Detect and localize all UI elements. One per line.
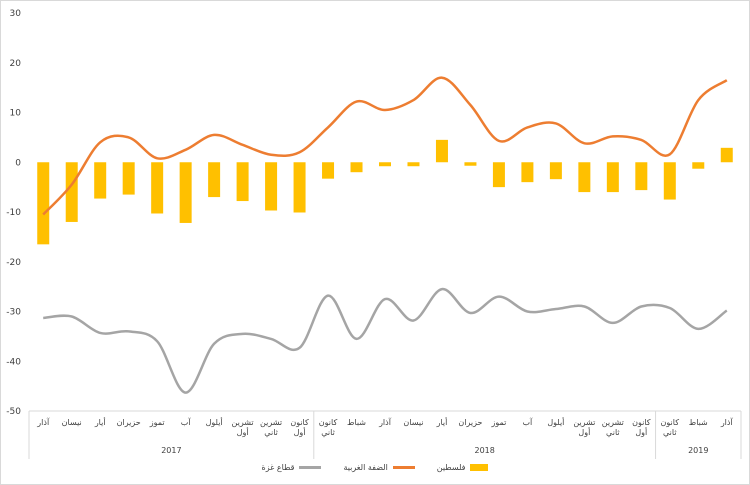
x-tick-label: أيلول: [547, 417, 564, 427]
y-tick-label: 30: [10, 9, 22, 19]
y-tick-label: -20: [6, 258, 21, 268]
year-label: 2018: [475, 446, 495, 455]
legend-swatch-gaza: [299, 466, 322, 469]
x-tick-label: أيار: [436, 417, 448, 427]
x-tick-label: آب: [181, 417, 192, 427]
x-tick-label: تشرين أول: [573, 418, 595, 437]
legend-item-west-bank: الضفة الغربية: [343, 463, 415, 472]
x-tick-label: آب: [523, 417, 534, 427]
bar-palestine: [606, 162, 619, 193]
bar-palestine: [720, 147, 733, 163]
x-tick-label: تموز: [490, 418, 506, 427]
year-label: 2019: [688, 446, 708, 455]
legend-swatch-palestine: [470, 464, 489, 471]
bar-palestine: [236, 162, 249, 202]
x-tick-label: أيار: [94, 417, 106, 427]
bar-palestine: [549, 162, 562, 180]
x-tick-label: أيلول: [206, 417, 223, 427]
y-tick-label: -10: [6, 208, 21, 218]
x-tick-label: كانون ثاني: [661, 418, 680, 437]
x-tick-label: آذار: [36, 417, 50, 427]
bar-palestine: [179, 162, 192, 223]
bar-palestine: [464, 162, 477, 166]
bar-palestine: [293, 162, 306, 213]
legend: فلسطين الضفة الغربية قطاع غزة: [1, 463, 749, 472]
y-tick-label: -30: [6, 308, 21, 318]
line-gaza: [43, 287, 728, 394]
x-tick-label: شباط: [689, 418, 708, 427]
x-tick-label: آذار: [720, 417, 734, 427]
bar-palestine: [578, 162, 591, 193]
x-tick-label: كانون أول: [290, 418, 309, 437]
legend-label-gaza: قطاع غزة: [261, 463, 295, 472]
bar-palestine: [94, 162, 107, 199]
bar-palestine: [265, 162, 278, 211]
y-tick-label: 10: [10, 109, 22, 119]
legend-swatch-west-bank: [392, 466, 415, 469]
bar-palestine: [635, 162, 648, 191]
y-tick-label: 0: [15, 158, 21, 168]
x-tick-label: تموز: [149, 418, 165, 427]
x-tick-label: كانون ثاني: [319, 418, 338, 437]
x-tick-label: حزيران: [458, 418, 482, 427]
line-west-bank: [42, 76, 728, 216]
bar-palestine: [379, 162, 391, 167]
x-tick-label: نيسان: [62, 418, 82, 427]
bar-palestine: [151, 162, 164, 214]
bar-palestine: [692, 162, 705, 169]
legend-label-west-bank: الضفة الغربية: [343, 463, 388, 472]
x-tick-label: تشرين ثاني: [260, 418, 282, 437]
x-tick-label: تشرين ثاني: [602, 418, 624, 437]
y-tick-label: -50: [6, 407, 21, 417]
x-tick-label: نيسان: [403, 418, 423, 427]
bar-palestine: [407, 162, 420, 167]
bar-palestine: [122, 162, 135, 195]
x-tick-label: حزيران: [117, 418, 141, 427]
bar-palestine: [65, 162, 78, 222]
bar-palestine: [663, 162, 676, 200]
legend-item-gaza: قطاع غزة: [262, 463, 322, 472]
bar-palestine: [521, 162, 534, 183]
x-tick-label: شباط: [347, 418, 366, 427]
legend-item-palestine: فلسطين: [437, 463, 489, 472]
combo-chart: 30 20 10 0 -10 -20 -30 -40 -50 آذار نيسان أيار حزيرا…: [6, 9, 742, 459]
x-tick-label: آذار: [378, 417, 392, 427]
bar-palestine: [350, 162, 363, 173]
year-label: 2017: [161, 446, 181, 455]
x-tick-label: كانون أول: [632, 418, 651, 437]
x-tick-label: تشرين أول: [232, 418, 254, 437]
y-tick-label: 20: [10, 59, 22, 69]
bar-palestine: [492, 162, 505, 188]
bar-palestine: [322, 162, 335, 179]
legend-label-palestine: فلسطين: [436, 463, 466, 472]
bar-palestine: [37, 162, 50, 245]
y-tick-label: -40: [6, 357, 21, 367]
bar-palestine: [208, 162, 221, 198]
bar-palestine: [435, 139, 448, 163]
